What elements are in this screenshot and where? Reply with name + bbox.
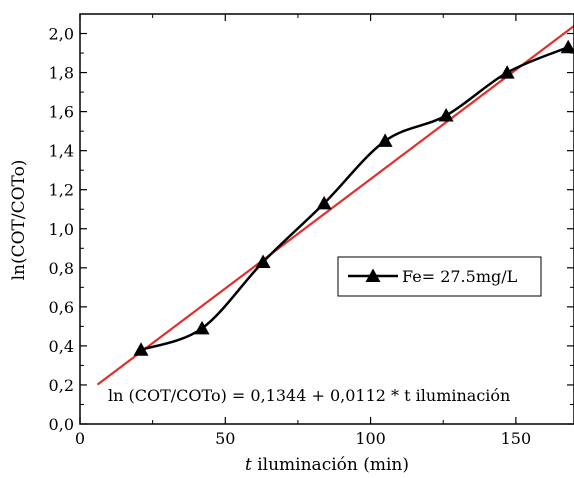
y-tick-label: 0,4 bbox=[49, 337, 74, 356]
x-axis-title-rest: iluminación (min) bbox=[252, 455, 409, 475]
data-point-marker bbox=[377, 133, 393, 147]
y-tick-label: 1,2 bbox=[49, 181, 74, 200]
fit-layer bbox=[96, 25, 574, 386]
y-axis-title: ln(COT/COTo) bbox=[9, 160, 29, 281]
y-tick-label: 1,6 bbox=[49, 103, 74, 122]
data-point-marker bbox=[194, 320, 210, 335]
legend-label: Fe= 27.5mg/L bbox=[402, 267, 518, 286]
y-tick-label: 0,2 bbox=[49, 376, 74, 395]
plot-frame bbox=[79, 13, 574, 425]
fit-equation: ln (COT/COTo) = 0,1344 + 0,0112 * t ilum… bbox=[108, 386, 510, 405]
legend: Fe= 27.5mg/L bbox=[337, 256, 542, 297]
data-point-marker bbox=[133, 342, 149, 356]
data-point-marker bbox=[316, 195, 332, 210]
y-tick-label: 1,0 bbox=[49, 220, 74, 239]
data-point-marker bbox=[255, 254, 271, 268]
x-tick-label: 0 bbox=[75, 429, 85, 448]
fit-line bbox=[96, 25, 574, 386]
ticks-layer: 0 50 100 150 0,0 0,2 0,4 0,6 0,8 1,0 1,2 1,4 1,6 1,8 2… bbox=[49, 13, 574, 448]
x-axis-title-italic: t bbox=[245, 455, 252, 475]
x-tick-label: 50 bbox=[215, 429, 235, 448]
data-point-marker bbox=[438, 108, 454, 122]
x-axis-title: t iluminación (min) bbox=[245, 455, 409, 475]
legend-marker bbox=[365, 268, 381, 282]
data-point-marker bbox=[560, 39, 574, 54]
series-curve bbox=[140, 46, 569, 351]
series-layer bbox=[133, 39, 574, 356]
y-tick-label: 1,4 bbox=[49, 142, 74, 161]
y-tick-label: 0,6 bbox=[49, 298, 74, 317]
y-tick-label: 0,8 bbox=[49, 259, 74, 278]
y-tick-label: 1,8 bbox=[49, 64, 74, 83]
y-tick-label: 0,0 bbox=[49, 415, 74, 434]
y-tick-label: 2,0 bbox=[49, 25, 74, 44]
data-point-marker bbox=[499, 65, 515, 79]
x-tick-label: 150 bbox=[501, 429, 532, 448]
x-tick-label: 100 bbox=[355, 429, 386, 448]
